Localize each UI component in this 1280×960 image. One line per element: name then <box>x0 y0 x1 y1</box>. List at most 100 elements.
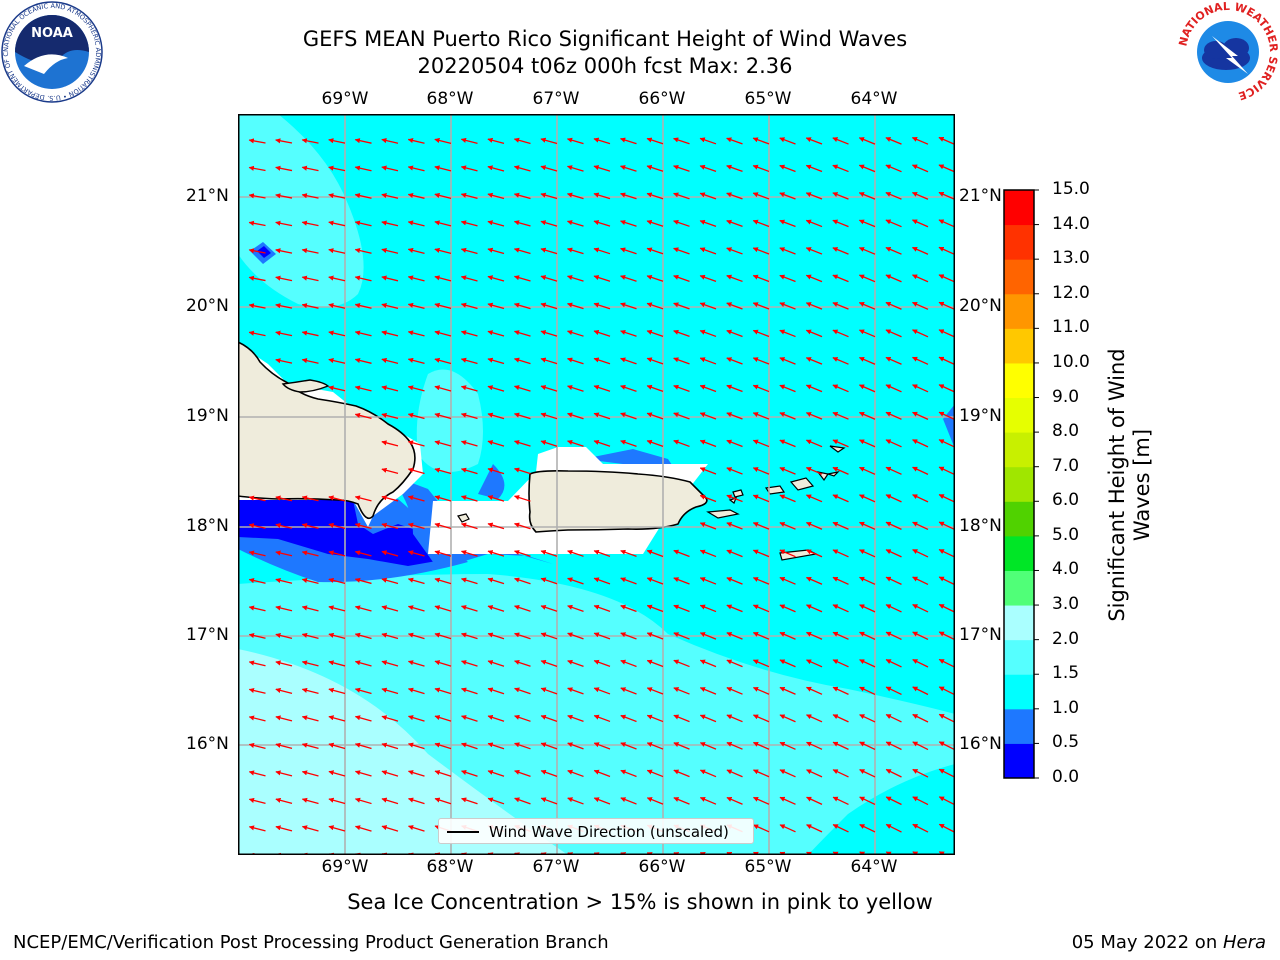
wave-direction-arrow <box>673 439 690 448</box>
wave-direction-arrow <box>620 439 637 447</box>
wave-direction-arrow <box>673 247 690 255</box>
lat-label-right: 17°N <box>959 625 1002 645</box>
colorbar-tick-label: 0.5 <box>1052 732 1080 753</box>
wave-direction-arrow <box>301 275 319 282</box>
wave-direction-arrow <box>354 275 372 282</box>
wave-direction-arrow <box>673 329 690 337</box>
wave-direction-arrow <box>461 632 478 640</box>
wave-direction-arrow <box>487 550 505 557</box>
wave-direction-arrow <box>806 659 823 668</box>
wave-direction-arrow <box>461 660 478 667</box>
wave-direction-arrow <box>540 412 558 420</box>
wave-direction-arrow <box>407 137 425 144</box>
wave-direction-arrow <box>646 357 664 365</box>
lat-label-left: 20°N <box>186 296 229 316</box>
wave-direction-arrow <box>593 577 611 585</box>
wave-direction-arrow <box>912 274 929 283</box>
wave-direction-arrow <box>460 440 478 447</box>
wave-direction-arrow <box>407 742 425 750</box>
wave-direction-arrow <box>593 769 611 778</box>
wave-direction-arrow <box>858 329 876 338</box>
wave-direction-arrow <box>487 687 505 695</box>
wave-direction-arrow <box>487 632 505 640</box>
wave-direction-arrow <box>673 137 690 145</box>
wave-direction-arrow <box>885 246 902 255</box>
wave-direction-arrow <box>832 851 841 855</box>
wave-direction-arrow <box>832 137 849 145</box>
lon-label-top: 68°W <box>426 89 474 109</box>
wave-direction-arrow <box>381 412 399 420</box>
wave-direction-arrow <box>938 768 955 778</box>
wave-direction-arrow <box>805 329 823 338</box>
wave-direction-arrow <box>593 275 611 282</box>
wave-direction-arrow <box>567 412 584 420</box>
wave-direction-arrow <box>275 825 293 832</box>
wave-direction-arrow <box>513 192 531 200</box>
wave-direction-arrow <box>752 302 770 310</box>
wave-direction-arrow <box>248 248 266 254</box>
wave-direction-arrow <box>461 797 478 805</box>
land-virgin-islands <box>825 471 840 477</box>
wave-direction-arrow <box>460 385 478 392</box>
wave-direction-arrow <box>726 687 743 695</box>
wave-direction-arrow <box>275 577 293 584</box>
wave-direction-arrow <box>593 742 611 750</box>
wave-direction-arrow <box>381 220 399 227</box>
wave-direction-arrow <box>699 687 717 695</box>
wave-direction-arrow <box>726 357 743 365</box>
wave-direction-arrow <box>620 742 637 750</box>
wave-direction-arrow <box>275 797 293 805</box>
wave-direction-arrow <box>407 522 425 530</box>
wave-direction-arrow <box>514 440 531 447</box>
wave-direction-arrow <box>434 220 452 227</box>
wave-direction-arrow <box>620 577 637 585</box>
wave-direction-arrow <box>540 385 558 392</box>
wave-direction-arrow <box>514 797 531 805</box>
wave-direction-arrow <box>434 247 452 255</box>
wave-direction-arrow <box>460 165 478 172</box>
colorbar-tick-label: 3.0 <box>1052 594 1080 615</box>
wave-direction-arrow <box>513 302 531 310</box>
wave-direction-arrow <box>752 164 770 173</box>
wave-direction-arrow <box>912 384 929 393</box>
wave-direction-arrow <box>858 384 876 393</box>
wave-direction-arrow <box>699 329 717 338</box>
wave-direction-arrow <box>434 137 452 144</box>
wave-direction-arrow <box>381 825 399 832</box>
wave-direction-arrow <box>779 549 796 558</box>
wave-direction-arrow <box>301 797 319 805</box>
wave-direction-arrow <box>381 385 399 392</box>
wave-direction-arrow <box>407 275 425 282</box>
wave-direction-arrow <box>805 219 823 228</box>
wave-direction-arrow <box>859 714 876 723</box>
wave-direction-arrow <box>593 220 611 227</box>
wave-direction-arrow <box>779 796 796 805</box>
colorbar-segment <box>1004 708 1034 744</box>
wave-direction-arrow <box>858 356 876 365</box>
wave-direction-arrow <box>885 137 902 145</box>
colorbar-segment <box>1004 501 1034 537</box>
wave-direction-arrow <box>620 192 637 200</box>
wave-direction-arrow <box>354 385 372 392</box>
wave-direction-arrow <box>620 714 637 723</box>
wave-direction-arrow <box>460 550 478 557</box>
wave-direction-arrow <box>726 604 743 613</box>
wave-direction-arrow <box>938 631 955 641</box>
wave-direction-arrow <box>805 137 823 145</box>
wave-direction-arrow <box>275 358 293 364</box>
wave-direction-arrow <box>779 824 796 833</box>
wave-direction-arrow <box>779 686 796 695</box>
wave-direction-arrow <box>753 824 770 833</box>
wave-direction-arrow <box>832 384 849 393</box>
wave-direction-arrow <box>832 769 849 778</box>
wave-direction-arrow <box>540 742 558 750</box>
wave-direction-arrow <box>354 248 372 254</box>
wave-direction-arrow <box>752 467 770 475</box>
wave-direction-arrow <box>779 247 796 255</box>
wave-direction-arrow <box>566 192 584 200</box>
wave-direction-arrow <box>885 631 902 641</box>
wave-direction-arrow <box>779 439 796 448</box>
wave-direction-arrow <box>408 797 425 805</box>
wave-direction-arrow <box>301 330 319 337</box>
